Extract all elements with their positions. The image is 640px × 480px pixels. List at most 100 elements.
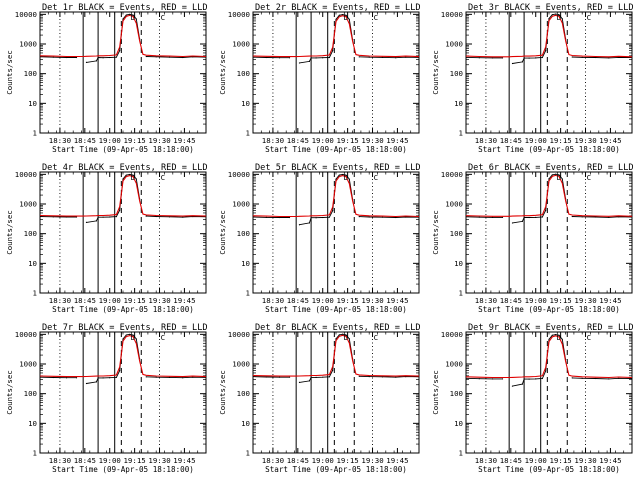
data-point	[528, 216, 530, 219]
data-point	[381, 216, 384, 218]
y-tick-label: 1000	[19, 40, 37, 49]
data-point	[155, 376, 157, 378]
data-point	[132, 334, 134, 336]
annotation-marker-d: D	[557, 13, 561, 22]
series-group	[40, 173, 206, 223]
data-point	[558, 334, 560, 336]
y-tick-label: 1	[246, 449, 250, 458]
series-line-lld	[253, 334, 419, 377]
plot-frame	[39, 11, 207, 134]
y-tick-label: 100	[237, 69, 250, 78]
data-point	[75, 216, 78, 218]
y-tick-label: 10	[241, 99, 250, 108]
data-point	[348, 338, 350, 340]
annotation-marker-d: D	[344, 333, 348, 342]
data-point	[288, 57, 291, 59]
data-point	[95, 381, 98, 383]
x-tick-label: 19:30	[148, 456, 170, 465]
data-point	[548, 178, 550, 180]
data-point	[182, 377, 184, 379]
y-tick-label: 10	[454, 99, 463, 108]
data-point	[501, 378, 504, 380]
panel-title: Det 6r BLACK = Events, RED = LLD	[468, 163, 634, 173]
annotation-marker-c: C	[161, 333, 165, 342]
series-line-lld	[466, 174, 632, 217]
data-point	[125, 174, 127, 176]
data-point	[368, 56, 370, 58]
data-point	[521, 220, 524, 222]
data-point	[308, 380, 311, 382]
y-tick-label: 100	[24, 229, 37, 238]
data-point	[381, 376, 384, 378]
x-axis-label: Start Time (09-Apr-05 18:18:00)	[52, 145, 194, 154]
y-tick-label: 1000	[232, 40, 250, 49]
data-point	[342, 173, 344, 176]
data-point	[555, 13, 557, 15]
data-point	[85, 221, 88, 223]
x-tick-label: 18:30	[49, 136, 71, 145]
data-point	[541, 56, 543, 59]
data-point	[125, 14, 127, 16]
y-tick-label: 1	[246, 289, 250, 298]
data-point	[315, 376, 317, 378]
y-tick-label: 1000	[445, 200, 463, 209]
x-tick-label: 19:00	[99, 296, 121, 305]
x-tick-label: 19:15	[123, 136, 145, 145]
x-axis-label: Start Time (09-Apr-05 18:18:00)	[478, 305, 620, 314]
x-tick-label: 18:30	[49, 456, 71, 465]
series-group	[466, 13, 632, 65]
y-axis-label: Counts/sec	[5, 370, 14, 415]
y-tick-label: 10	[241, 259, 250, 268]
y-tick-label: 1	[459, 449, 463, 458]
data-point	[551, 174, 553, 176]
y-tick-label: 10	[454, 259, 463, 268]
data-point	[328, 216, 330, 218]
y-tick-label: 10	[28, 99, 37, 108]
data-point	[52, 376, 54, 379]
y-axis-label: Counts/sec	[218, 370, 227, 415]
data-point	[528, 57, 530, 59]
annotation-marker-c: C	[374, 333, 378, 342]
data-point	[561, 178, 563, 180]
data-point	[608, 216, 610, 218]
data-point	[521, 383, 524, 385]
data-point	[135, 338, 137, 340]
data-point	[338, 14, 340, 16]
data-point	[548, 17, 550, 20]
data-point	[618, 216, 620, 218]
data-point	[119, 209, 121, 211]
data-point	[381, 56, 384, 58]
data-point	[155, 56, 157, 58]
panel-6: Det 6r BLACK = Events, RED = LLD 1 10 100 10…	[431, 163, 634, 314]
data-point	[132, 174, 134, 176]
data-point	[345, 14, 347, 16]
data-point	[405, 56, 407, 58]
x-tick-label: 18:45	[74, 136, 96, 145]
data-point	[182, 56, 184, 59]
data-point	[618, 56, 620, 58]
x-tick-label: 19:15	[549, 456, 571, 465]
data-point	[253, 216, 254, 218]
data-point	[192, 376, 194, 378]
data-point	[501, 216, 504, 218]
annotation-marker-d: D	[131, 173, 135, 182]
data-point	[558, 14, 560, 16]
annotation-marker-d: D	[131, 333, 135, 342]
y-tick-label: 1	[33, 129, 37, 138]
data-point	[129, 173, 131, 176]
data-point	[129, 13, 131, 15]
x-tick-label: 18:30	[262, 136, 284, 145]
data-point	[115, 56, 117, 58]
data-point	[85, 61, 88, 63]
x-axis-label: Start Time (09-Apr-05 18:18:00)	[265, 305, 407, 314]
plot-frame	[252, 11, 420, 134]
data-point	[571, 215, 573, 218]
annotation-marker-d: D	[131, 13, 135, 22]
data-point	[545, 49, 547, 52]
y-tick-label: 10000	[441, 170, 463, 179]
data-point	[478, 216, 480, 218]
x-tick-label: 19:30	[574, 136, 596, 145]
data-point	[122, 18, 124, 20]
plot-frame	[39, 171, 207, 294]
